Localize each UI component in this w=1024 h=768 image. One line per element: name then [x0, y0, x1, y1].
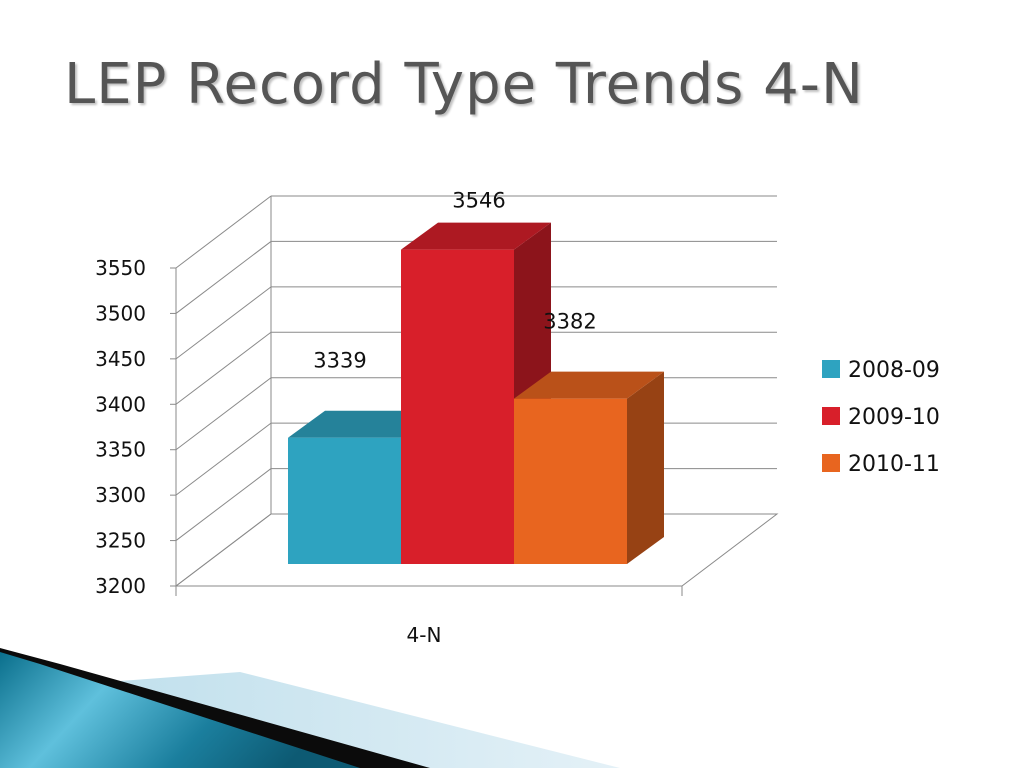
legend-swatch-2009-10	[822, 407, 840, 425]
side-wall-gridline	[175, 241, 272, 314]
axes: 3200 3250 3300 3350 3400 3450 3500 3550	[95, 256, 683, 598]
side-wall-gridline	[175, 422, 272, 496]
legend-swatch-2010-11	[822, 454, 840, 472]
bar-top-2008-09	[288, 410, 438, 438]
legend: 2008-09 2009-10 2010-11	[822, 358, 940, 477]
legend-label-2008-09: 2008-09	[848, 358, 940, 383]
y-tick-label: 3400	[95, 392, 146, 416]
side-wall-gridline	[175, 331, 272, 405]
data-label-2010-11: 3382	[543, 310, 596, 334]
y-tick-label: 3350	[95, 438, 146, 462]
x-category-label: 4-N	[407, 623, 442, 647]
y-tick-label: 3250	[95, 529, 146, 553]
bar-side-2010-11	[627, 371, 664, 564]
side-wall-gridline	[175, 468, 272, 541]
slide-title: LEP Record Type Trends 4-N	[64, 52, 864, 117]
y-tick-label: 3500	[95, 301, 146, 325]
y-tick-label: 3550	[95, 256, 146, 280]
y-tick-label: 3200	[95, 574, 146, 598]
bar-top-2009-10	[401, 222, 551, 250]
bar-top-2010-11	[514, 371, 664, 399]
labels: 4-N 3339 3546 3382	[313, 189, 596, 647]
side-wall-gridline	[175, 195, 272, 269]
y-tick-label: 3450	[95, 347, 146, 371]
side-wall-gridline	[175, 286, 272, 360]
bar-2010-11	[514, 398, 627, 564]
side-wall-gridline	[175, 377, 272, 451]
legend-swatch-2008-09	[822, 360, 840, 378]
data-label-2008-09: 3339	[313, 349, 366, 373]
legend-label-2010-11: 2010-11	[848, 452, 940, 477]
bar-2008-09	[288, 437, 401, 564]
data-label-2009-10: 3546	[452, 189, 505, 213]
bar-chart: 3200 3250 3300 3350 3400 3450 3500 3550 4-N 3339…	[95, 189, 940, 647]
bars	[288, 222, 664, 565]
y-tick-label: 3300	[95, 483, 146, 507]
footer-teal-stripe	[0, 652, 360, 768]
bar-2009-10	[401, 249, 514, 565]
legend-label-2009-10: 2009-10	[848, 405, 940, 430]
